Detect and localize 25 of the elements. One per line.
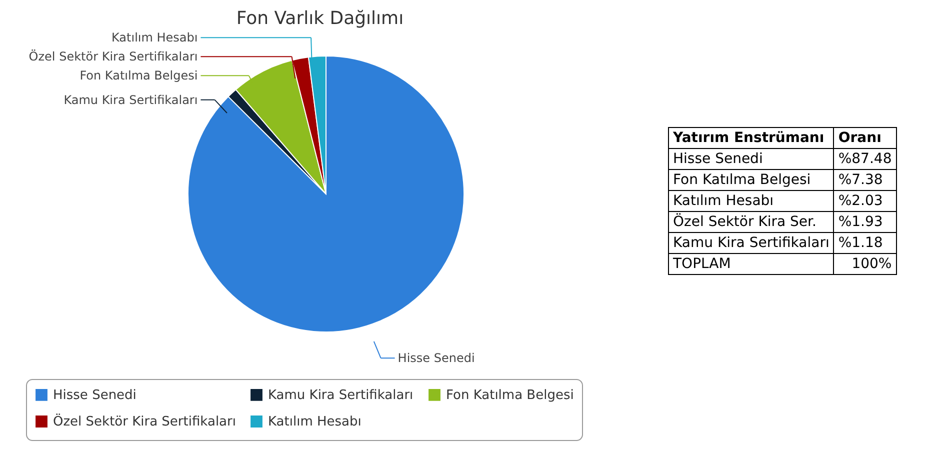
data-label: %1.18 [834, 232, 896, 254]
category-label: Fon Katılma Belgesi [668, 170, 834, 190]
data-label: %2.03 [834, 190, 896, 212]
data-label: %87.48 [834, 148, 896, 170]
category-label: Katılım Hesabı [668, 190, 834, 212]
slice-label: Fon Katılma Belgesi [80, 68, 198, 83]
category-label: Kamu Kira Sertifikaları [64, 92, 198, 107]
legend-label: Kamu Kira Sertifikaları [268, 388, 414, 403]
text: Oranı [834, 128, 896, 148]
legend-label: Özel Sektör Kira Sertifikaları [53, 414, 236, 430]
category-label: Özel Sektör Kira Ser. [668, 212, 834, 232]
category-label: TOPLAM [668, 254, 834, 274]
category-label: Hisse Senedi [668, 148, 834, 170]
slice-label: Özel Sektör Kira Sertifikaları [28, 50, 198, 64]
category-label: Hisse Senedi [53, 388, 136, 403]
category-label: Kamu Kira Sertifikaları [668, 232, 834, 254]
chart-title: Fon Varlık Dağılımı [235, 8, 405, 29]
data-label: %1.93 [834, 212, 896, 232]
legend-label: Katılım Hesabı [268, 414, 362, 430]
slice-label: Katılım Hesabı [112, 30, 198, 45]
legend-label: Hisse Senedi [398, 351, 475, 366]
legend-label: Fon Katılma Belgesi [446, 388, 574, 403]
data-label: %7.38 [834, 170, 896, 190]
data-label: 100% [834, 254, 896, 274]
text: Yatırım Enstrümanı [668, 128, 834, 148]
